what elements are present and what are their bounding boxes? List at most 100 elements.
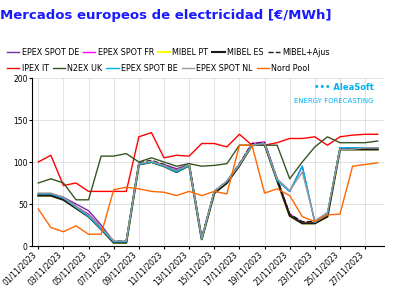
- IPEX IT: [162, 156, 166, 160]
- MIBEL+Ajus: [363, 146, 368, 149]
- N2EX UK: [36, 181, 41, 185]
- EPEX SPOT FR: [124, 240, 129, 244]
- Line: Nord Pool: Nord Pool: [38, 145, 378, 234]
- IPEX IT: [325, 143, 330, 147]
- MIBEL PT: [250, 143, 254, 147]
- EPEX SPOT DE: [36, 192, 41, 196]
- EPEX SPOT DE: [325, 212, 330, 216]
- EPEX SPOT FR: [136, 163, 141, 166]
- EPEX SPOT FR: [287, 212, 292, 216]
- MIBEL+Ajus: [174, 169, 179, 172]
- EPEX SPOT BE: [300, 164, 305, 168]
- MIBEL ES: [162, 164, 166, 168]
- MIBEL+Ajus: [74, 205, 78, 208]
- EPEX SPOT DE: [162, 163, 166, 166]
- N2EX UK: [224, 162, 229, 166]
- Nord Pool: [174, 194, 179, 197]
- EPEX SPOT FR: [262, 140, 267, 144]
- MIBEL ES: [174, 170, 179, 174]
- IPEX IT: [350, 133, 355, 137]
- Nord Pool: [124, 185, 129, 189]
- EPEX SPOT NL: [124, 239, 129, 243]
- N2EX UK: [275, 143, 280, 147]
- EPEX SPOT BE: [199, 238, 204, 241]
- MIBEL ES: [237, 164, 242, 167]
- Nord Pool: [212, 190, 217, 193]
- IPEX IT: [124, 190, 129, 193]
- EPEX SPOT DE: [287, 190, 292, 193]
- EPEX SPOT DE: [312, 221, 317, 224]
- EPEX SPOT BE: [212, 190, 217, 193]
- IPEX IT: [99, 190, 104, 193]
- N2EX UK: [199, 164, 204, 168]
- MIBEL+Ajus: [338, 146, 342, 149]
- MIBEL PT: [275, 179, 280, 182]
- Nord Pool: [300, 215, 305, 218]
- EPEX SPOT BE: [325, 212, 330, 216]
- EPEX SPOT BE: [375, 146, 380, 149]
- Legend: EPEX SPOT DE, EPEX SPOT FR, MIBEL PT, MIBEL ES, MIBEL+Ajus: EPEX SPOT DE, EPEX SPOT FR, MIBEL PT, MI…: [4, 44, 333, 60]
- EPEX SPOT DE: [74, 202, 78, 206]
- IPEX IT: [363, 133, 368, 136]
- IPEX IT: [61, 184, 66, 187]
- N2EX UK: [162, 160, 166, 164]
- Nord Pool: [149, 190, 154, 193]
- MIBEL PT: [174, 170, 179, 174]
- Legend: IPEX IT, N2EX UK, EPEX SPOT BE, EPEX SPOT NL, Nord Pool: IPEX IT, N2EX UK, EPEX SPOT BE, EPEX SPO…: [4, 61, 313, 76]
- MIBEL+Ajus: [375, 146, 380, 149]
- MIBEL ES: [86, 215, 91, 218]
- MIBEL PT: [162, 164, 166, 168]
- N2EX UK: [174, 164, 179, 168]
- EPEX SPOT NL: [136, 162, 141, 166]
- EPEX SPOT FR: [86, 212, 91, 216]
- MIBEL ES: [136, 163, 141, 166]
- IPEX IT: [136, 135, 141, 139]
- IPEX IT: [111, 190, 116, 193]
- EPEX SPOT BE: [149, 160, 154, 164]
- MIBEL ES: [187, 164, 192, 167]
- EPEX SPOT DE: [174, 167, 179, 170]
- MIBEL PT: [300, 221, 305, 225]
- EPEX SPOT FR: [199, 238, 204, 241]
- Nord Pool: [136, 187, 141, 191]
- IPEX IT: [36, 160, 41, 164]
- N2EX UK: [375, 139, 380, 143]
- MIBEL ES: [375, 148, 380, 151]
- MIBEL+Ajus: [86, 213, 91, 217]
- MIBEL ES: [325, 215, 330, 218]
- EPEX SPOT BE: [287, 190, 292, 193]
- Nord Pool: [74, 224, 78, 228]
- Line: EPEX SPOT DE: EPEX SPOT DE: [38, 143, 378, 242]
- EPEX SPOT FR: [224, 179, 229, 183]
- EPEX SPOT DE: [338, 148, 342, 151]
- MIBEL PT: [325, 215, 330, 218]
- MIBEL+Ajus: [325, 213, 330, 217]
- MIBEL+Ajus: [275, 177, 280, 181]
- N2EX UK: [363, 141, 368, 145]
- Nord Pool: [99, 232, 104, 236]
- IPEX IT: [74, 181, 78, 185]
- IPEX IT: [86, 190, 91, 193]
- EPEX SPOT FR: [111, 240, 116, 244]
- EPEX SPOT BE: [224, 179, 229, 183]
- Nord Pool: [375, 161, 380, 165]
- EPEX SPOT DE: [375, 148, 380, 151]
- EPEX SPOT NL: [224, 179, 229, 183]
- N2EX UK: [48, 177, 53, 181]
- EPEX SPOT DE: [136, 163, 141, 166]
- EPEX SPOT DE: [111, 240, 116, 244]
- MIBEL PT: [149, 160, 154, 164]
- N2EX UK: [338, 141, 342, 145]
- MIBEL+Ajus: [48, 192, 53, 196]
- EPEX SPOT DE: [250, 143, 254, 147]
- MIBEL ES: [212, 191, 217, 195]
- MIBEL ES: [224, 181, 229, 185]
- EPEX SPOT DE: [300, 164, 305, 168]
- Line: MIBEL+Ajus: MIBEL+Ajus: [38, 143, 378, 241]
- EPEX SPOT BE: [136, 163, 141, 166]
- EPEX SPOT DE: [48, 192, 53, 196]
- MIBEL PT: [199, 238, 204, 241]
- N2EX UK: [350, 141, 355, 145]
- EPEX SPOT DE: [86, 209, 91, 212]
- EPEX SPOT BE: [363, 146, 368, 149]
